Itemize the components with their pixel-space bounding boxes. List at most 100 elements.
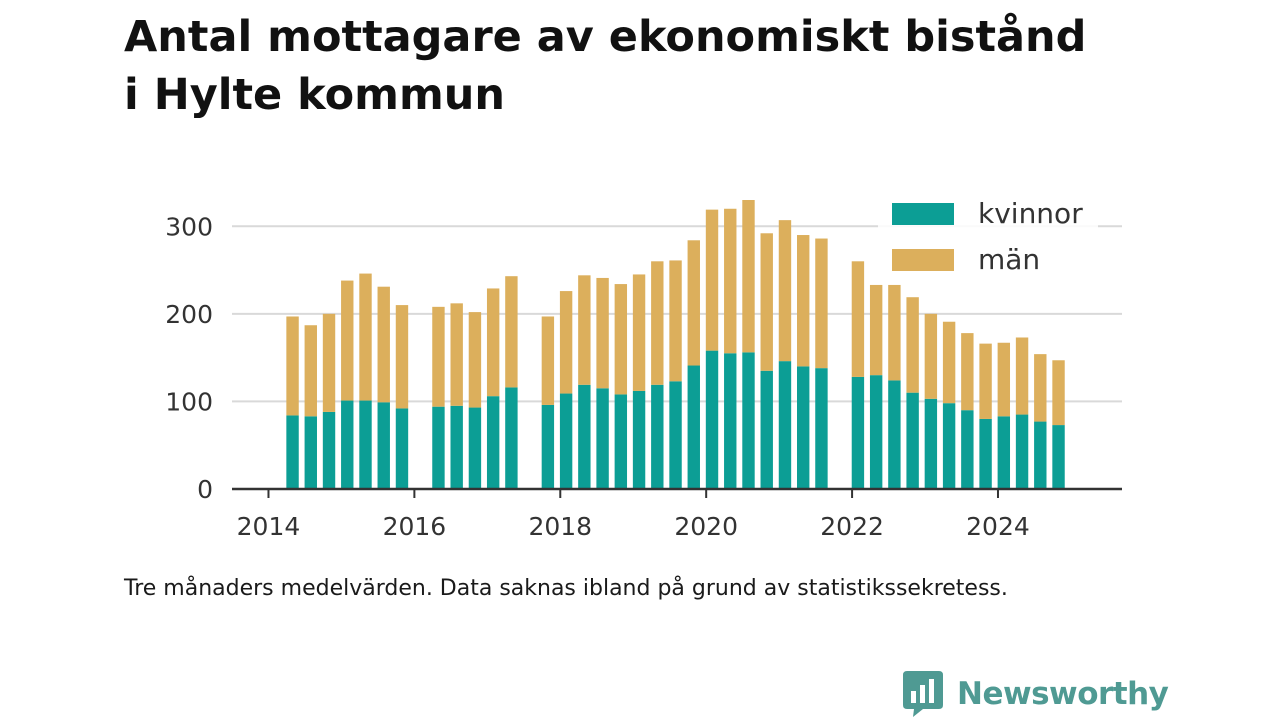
bar-man bbox=[286, 316, 299, 416]
bar-kvinnor bbox=[669, 381, 682, 489]
bar-man bbox=[596, 277, 609, 389]
bar-kvinnor bbox=[778, 361, 792, 489]
bar-kvinnor bbox=[559, 393, 573, 489]
bar-man bbox=[1015, 337, 1029, 415]
brand-logo: Newsworthy bbox=[903, 670, 1169, 718]
bar-kvinnor bbox=[851, 376, 865, 489]
bar-man bbox=[322, 313, 336, 412]
bar-man bbox=[432, 306, 445, 407]
bar-kvinnor bbox=[651, 384, 664, 489]
bar-man bbox=[486, 288, 500, 397]
bar-man bbox=[851, 261, 865, 377]
bar-kvinnor bbox=[468, 407, 482, 489]
x-axis: 2014 2016 2018 2020 2022 2024 bbox=[232, 487, 1122, 541]
bar-man bbox=[705, 209, 719, 351]
bar-kvinnor bbox=[924, 398, 938, 489]
bar-man bbox=[632, 274, 646, 391]
bar-man bbox=[797, 235, 810, 367]
bar-kvinnor bbox=[797, 366, 810, 489]
bar-kvinnor bbox=[359, 400, 372, 489]
bar-kvinnor bbox=[596, 388, 609, 489]
bar-kvinnor bbox=[888, 380, 901, 489]
x-tick-label: 2022 bbox=[820, 512, 884, 541]
bar-man bbox=[468, 312, 482, 408]
y-tick-label: 0 bbox=[197, 475, 213, 504]
bar-kvinnor bbox=[450, 405, 463, 489]
chart-title: Antal mottagare av ekonomiskt bistånd i … bbox=[124, 8, 1184, 124]
bar-man bbox=[979, 343, 992, 419]
legend-label-man: män bbox=[978, 243, 1040, 276]
bar-kvinnor bbox=[760, 370, 773, 489]
bar-man bbox=[1052, 360, 1065, 426]
bar-man bbox=[778, 220, 792, 362]
bar-man bbox=[377, 286, 390, 403]
legend: kvinnor män bbox=[878, 190, 1098, 280]
y-tick-label: 200 bbox=[165, 300, 213, 329]
bar-man bbox=[651, 261, 664, 385]
bar-kvinnor bbox=[869, 375, 883, 489]
bar-kvinnor bbox=[304, 416, 317, 489]
chart-footnote: Tre månaders medelvärden. Data saknas ib… bbox=[124, 576, 1008, 601]
y-axis-ticks: 0 100 200 300 bbox=[165, 212, 213, 504]
bar-man bbox=[505, 276, 518, 388]
bar-kvinnor bbox=[614, 394, 628, 489]
bar-kvinnor bbox=[942, 403, 956, 489]
x-tick-label: 2024 bbox=[966, 512, 1030, 541]
x-tick-label: 2018 bbox=[528, 512, 592, 541]
bar-man bbox=[724, 208, 737, 354]
bar-man bbox=[359, 273, 372, 401]
bar-man bbox=[395, 305, 409, 409]
bar-kvinnor bbox=[705, 350, 719, 489]
bar-kvinnor bbox=[724, 353, 737, 489]
bar-man bbox=[559, 291, 573, 394]
bar-kvinnor bbox=[486, 396, 500, 489]
bar-kvinnor bbox=[1052, 425, 1065, 489]
bar-kvinnor bbox=[377, 402, 390, 489]
bar-man bbox=[888, 284, 901, 381]
legend-swatch-kvinnor bbox=[892, 203, 954, 225]
y-tick-label: 300 bbox=[165, 212, 213, 241]
bar-man bbox=[578, 275, 591, 385]
bar-man bbox=[815, 238, 828, 369]
bar-man bbox=[961, 333, 974, 411]
bar-man bbox=[614, 284, 628, 395]
bar-man bbox=[687, 240, 700, 366]
y-tick-label: 100 bbox=[165, 387, 213, 416]
bars bbox=[286, 200, 1065, 489]
bar-kvinnor bbox=[906, 392, 919, 489]
chart-title-line-1: Antal mottagare av ekonomiskt bistånd bbox=[124, 12, 1087, 62]
bar-kvinnor bbox=[961, 410, 974, 489]
bar-kvinnor bbox=[395, 408, 409, 489]
bar-kvinnor bbox=[432, 406, 445, 489]
bar-kvinnor bbox=[578, 384, 591, 489]
bar-kvinnor bbox=[286, 415, 299, 489]
bar-man bbox=[541, 316, 555, 405]
bar-man bbox=[760, 233, 773, 371]
bar-kvinnor bbox=[541, 404, 555, 489]
chart-title-line-2: i Hylte kommun bbox=[124, 70, 505, 120]
legend-swatch-man bbox=[892, 249, 954, 271]
bar-man bbox=[669, 260, 682, 382]
bar-kvinnor bbox=[742, 352, 755, 489]
bar-kvinnor bbox=[1015, 414, 1029, 489]
legend-label-kvinnor: kvinnor bbox=[978, 197, 1083, 230]
bar-kvinnor bbox=[341, 400, 354, 489]
brand-name: Newsworthy bbox=[957, 676, 1169, 712]
bar-kvinnor bbox=[815, 368, 828, 489]
bar-man bbox=[341, 280, 354, 401]
bar-man bbox=[906, 297, 919, 393]
bar-man bbox=[450, 303, 463, 406]
bar-kvinnor bbox=[979, 418, 992, 489]
bar-kvinnor bbox=[997, 416, 1011, 489]
bar-kvinnor bbox=[632, 390, 646, 489]
bar-man bbox=[997, 342, 1011, 417]
bar-kvinnor bbox=[1034, 421, 1047, 489]
bar-kvinnor bbox=[687, 365, 700, 489]
bar-man bbox=[869, 284, 883, 376]
newsworthy-logo-icon bbox=[903, 671, 943, 717]
bar-man bbox=[1034, 354, 1047, 422]
bar-man bbox=[942, 321, 956, 404]
x-tick-label: 2016 bbox=[383, 512, 447, 541]
bar-man bbox=[742, 200, 755, 353]
